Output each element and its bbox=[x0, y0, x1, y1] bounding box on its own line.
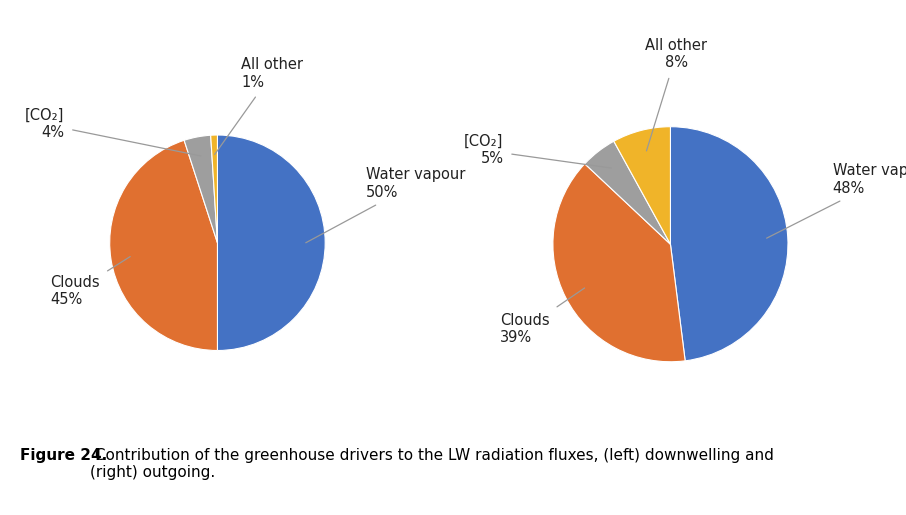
Wedge shape bbox=[584, 141, 670, 244]
Text: [CO₂]
4%: [CO₂] 4% bbox=[25, 108, 201, 156]
Text: Figure 24.: Figure 24. bbox=[20, 448, 107, 463]
Text: [CO₂]
5%: [CO₂] 5% bbox=[464, 134, 612, 168]
Text: Contribution of the greenhouse drivers to the LW radiation fluxes, (left) downwe: Contribution of the greenhouse drivers t… bbox=[90, 448, 774, 480]
Text: Water vapour
50%: Water vapour 50% bbox=[306, 167, 466, 243]
Text: Clouds
45%: Clouds 45% bbox=[51, 256, 130, 307]
Wedge shape bbox=[553, 164, 685, 362]
Wedge shape bbox=[211, 135, 217, 243]
Text: Clouds
39%: Clouds 39% bbox=[500, 288, 584, 345]
Text: All other
1%: All other 1% bbox=[215, 57, 304, 154]
Wedge shape bbox=[217, 135, 325, 351]
Wedge shape bbox=[670, 127, 788, 361]
Wedge shape bbox=[184, 135, 217, 243]
Wedge shape bbox=[614, 127, 670, 244]
Wedge shape bbox=[110, 140, 217, 351]
Text: Water vapour
48%: Water vapour 48% bbox=[766, 163, 906, 238]
Text: All other
8%: All other 8% bbox=[645, 38, 708, 151]
